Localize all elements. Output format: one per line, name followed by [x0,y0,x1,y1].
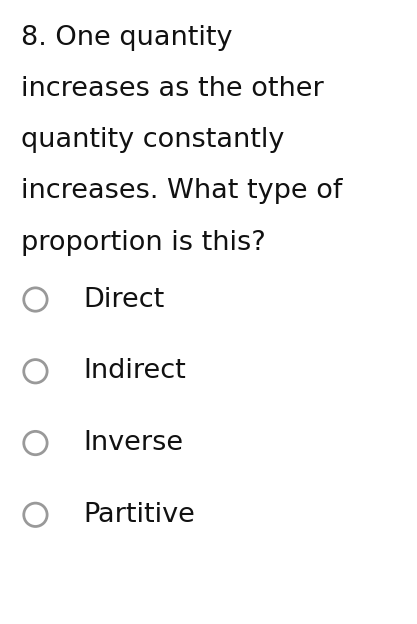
Text: Direct: Direct [83,286,165,313]
Ellipse shape [24,288,47,311]
Text: Indirect: Indirect [83,358,186,384]
Text: proportion is this?: proportion is this? [21,230,266,256]
Text: Inverse: Inverse [83,430,183,456]
Text: increases. What type of: increases. What type of [21,178,342,205]
Ellipse shape [24,359,47,383]
Ellipse shape [24,503,47,527]
Text: Partitive: Partitive [83,502,195,528]
Text: increases as the other: increases as the other [21,76,324,102]
Text: quantity constantly: quantity constantly [21,127,284,154]
Text: 8. One quantity: 8. One quantity [21,25,232,51]
Ellipse shape [24,431,47,455]
